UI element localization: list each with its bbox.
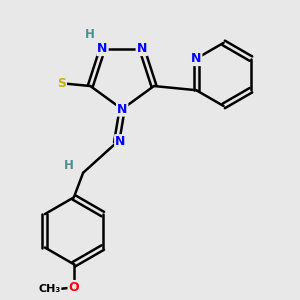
Text: H: H: [64, 159, 74, 172]
Text: S: S: [57, 77, 66, 90]
Text: H: H: [85, 28, 94, 41]
Text: N: N: [115, 135, 125, 148]
Text: O: O: [68, 281, 79, 294]
Text: N: N: [97, 42, 108, 55]
Text: N: N: [117, 103, 127, 116]
Text: CH₃: CH₃: [39, 284, 61, 294]
Text: N: N: [136, 42, 147, 55]
Text: N: N: [191, 52, 201, 65]
